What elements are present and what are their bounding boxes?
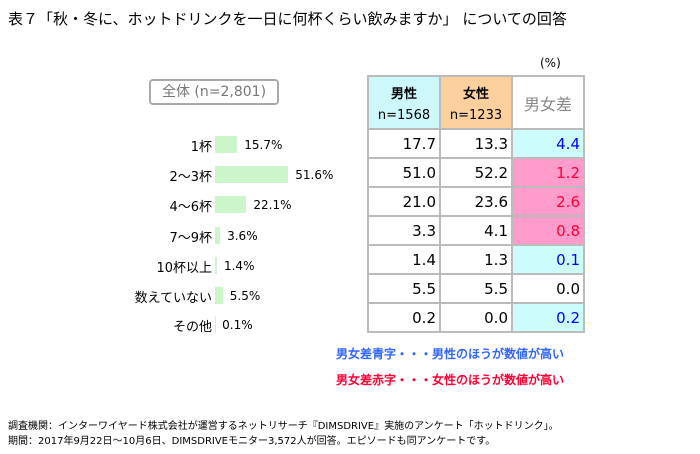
value-label: 22.1% — [253, 198, 292, 212]
diff-value: 4.4 — [511, 128, 585, 159]
note-red: 男女差赤字・・・女性のほうが数値が高い — [336, 373, 565, 387]
category-label: 7〜9杯 — [169, 231, 212, 246]
female-header: 女性 n=1233 — [439, 75, 513, 130]
table-row: 3.3 4.1 0.8 — [367, 215, 585, 246]
table-row: 1.4 1.3 0.1 — [367, 244, 585, 275]
female-value: 4.1 — [439, 215, 513, 246]
diff-value: 2.6 — [511, 186, 585, 217]
value-label: 0.1% — [222, 318, 253, 332]
male-value: 21.0 — [367, 186, 441, 217]
male-value: 0.2 — [367, 302, 441, 333]
female-value: 5.5 — [439, 273, 513, 304]
table-row: 21.0 23.6 2.6 — [367, 186, 585, 217]
source-line-1: 調査機関：インターワイヤード株式会社が運営するネットリサーチ『DIMSDRIVE… — [8, 421, 559, 432]
table-row: 51.0 52.2 1.2 — [367, 157, 585, 188]
diff-header: 男女差 — [511, 75, 585, 130]
female-value: 1.3 — [439, 244, 513, 275]
diff-value: 0.1 — [511, 244, 585, 275]
table-row: 5.5 5.5 0.0 — [367, 273, 585, 304]
female-value: 13.3 — [439, 128, 513, 159]
female-value: 52.2 — [439, 157, 513, 188]
value-label: 51.6% — [295, 168, 334, 182]
female-label: 女性 — [462, 86, 489, 102]
unit-label: (%) — [540, 56, 561, 70]
bar — [215, 196, 247, 213]
diff-value: 0.8 — [511, 215, 585, 246]
source-line-2: 期間：2017年9月22日〜10月6日、DIMSDRIVEモニター3,572人が… — [8, 436, 496, 447]
page-title: 表７「秋・冬に、ホットドリンクを一日に何杯くらい飲みますか」 についての回答 — [8, 10, 567, 28]
diff-value: 0.0 — [511, 273, 585, 304]
male-value: 51.0 — [367, 157, 441, 188]
gender-table: 男性 n=1568 女性 n=1233 男女差 17.7 13.3 4.4 51.0… — [367, 75, 585, 333]
male-value: 1.4 — [367, 244, 441, 275]
male-value: 17.7 — [367, 128, 441, 159]
male-value: 5.5 — [367, 273, 441, 304]
male-value: 3.3 — [367, 215, 441, 246]
bar — [215, 257, 217, 274]
bar — [215, 136, 238, 153]
value-label: 3.6% — [227, 229, 258, 243]
category-label: その他 — [172, 320, 212, 335]
female-n: n=1233 — [449, 107, 503, 123]
female-value: 23.6 — [439, 186, 513, 217]
female-value: 0.0 — [439, 302, 513, 333]
value-label: 5.5% — [229, 289, 261, 303]
bar — [215, 166, 289, 183]
category-label: 1杯 — [190, 140, 212, 155]
diff-value: 1.2 — [511, 157, 585, 188]
table-row: 0.2 0.0 0.2 — [367, 302, 585, 333]
value-label: 1.4% — [223, 259, 255, 273]
category-label: 4〜6杯 — [169, 200, 212, 215]
diff-value: 0.2 — [511, 302, 585, 333]
bar — [215, 227, 221, 244]
bar — [215, 287, 223, 304]
category-label: 10杯以上 — [156, 261, 212, 276]
category-label: 2〜3杯 — [169, 170, 212, 185]
note-blue: 男女差青字・・・男性のほうが数値が高い — [336, 347, 565, 361]
male-header: 男性 n=1568 — [367, 75, 441, 130]
male-n: n=1568 — [377, 107, 431, 123]
value-label: 15.7% — [244, 138, 283, 152]
overall-label: 全体 (n=2,801) — [149, 79, 279, 105]
table-row: 17.7 13.3 4.4 — [367, 128, 585, 159]
male-label: 男性 — [390, 86, 417, 102]
category-label: 数えていない — [134, 291, 212, 306]
